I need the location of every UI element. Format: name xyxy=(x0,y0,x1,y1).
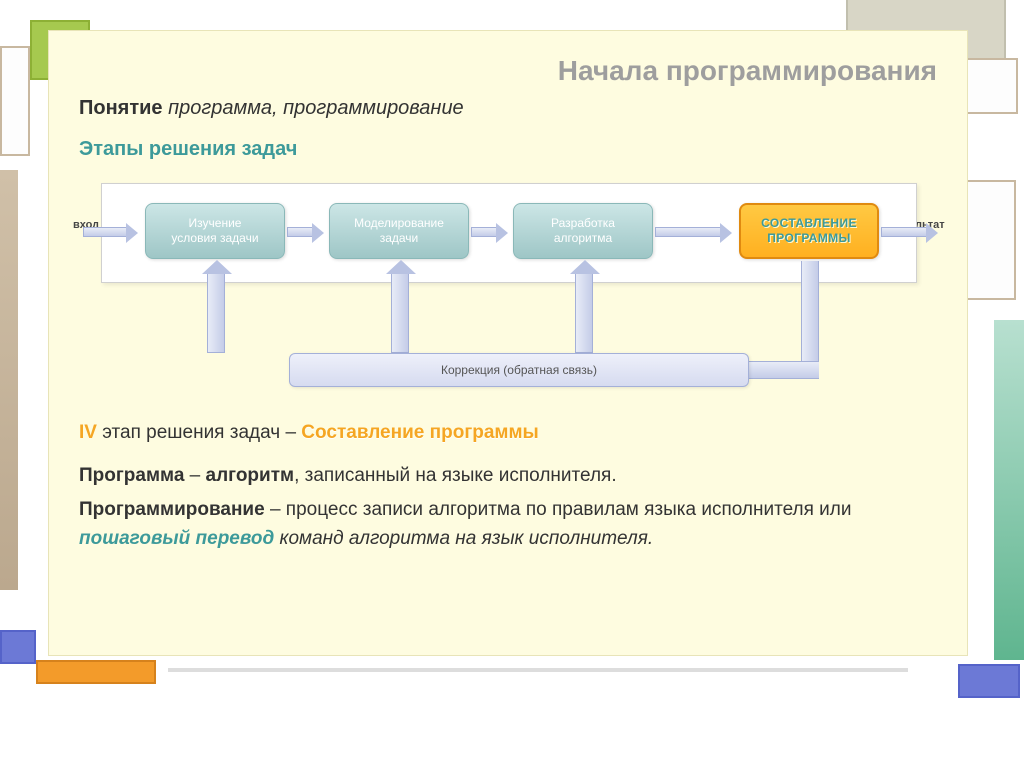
deco-rect xyxy=(36,660,156,684)
subtitle-italic: программирование xyxy=(283,97,464,119)
deco-rect xyxy=(168,668,908,672)
deco-rect xyxy=(958,664,1020,698)
feedback-box: Коррекция (обратная связь) xyxy=(289,353,749,387)
def-term: Программа xyxy=(79,465,184,486)
deco-rect xyxy=(0,170,18,590)
flow-node: СОСТАВЛЕНИЕ ПРОГРАММЫ xyxy=(739,203,879,259)
flow-arrow-up xyxy=(391,273,409,353)
flowchart: вход результат Изучение условия задачиМо… xyxy=(79,173,937,403)
subtitle-italic: программа xyxy=(168,97,272,119)
body-text: IV этап решения задач – Составление прог… xyxy=(79,419,937,553)
def-alg: алгоритм xyxy=(206,465,295,486)
def-rest: , записанный на языке исполнителя. xyxy=(294,465,617,486)
deco-rect xyxy=(962,58,1018,114)
def-rest: – процесс записи алгоритма по правилам я… xyxy=(265,499,852,520)
flow-connector-down xyxy=(801,261,819,361)
deco-rect xyxy=(0,630,36,664)
flow-connector-h xyxy=(749,361,819,379)
flow-node: Моделирование задачи xyxy=(329,203,469,259)
slide-panel: Начала программирования Понятие программ… xyxy=(48,30,968,656)
slide-title: Начала программирования xyxy=(79,55,937,87)
subtitle-bold: Понятие xyxy=(79,97,168,119)
flow-arrow-right xyxy=(881,227,927,237)
slide-subtitle: Понятие программа, программирование xyxy=(79,97,937,120)
flow-arrow-right xyxy=(655,227,721,237)
deco-rect xyxy=(962,180,1016,300)
flow-arrow-right xyxy=(287,227,313,237)
flow-arrow-right xyxy=(83,227,127,237)
stage-text: этап решения задач – xyxy=(97,422,301,443)
subtitle-sep: , xyxy=(272,97,283,119)
flow-node: Разработка алгоритма xyxy=(513,203,653,259)
def-rest: команд алгоритма на язык исполнителя. xyxy=(274,528,653,549)
def-term: Программирование xyxy=(79,499,265,520)
flow-arrow-up xyxy=(575,273,593,353)
stage-roman: IV xyxy=(79,422,97,443)
flow-node: Изучение условия задачи xyxy=(145,203,285,259)
deco-rect xyxy=(0,46,30,156)
flow-arrow-up xyxy=(207,273,225,353)
deco-rect xyxy=(994,320,1024,660)
def-dash: – xyxy=(184,465,205,486)
def-em: пошаговый перевод xyxy=(79,528,274,549)
section-heading: Этапы решения задач xyxy=(79,138,937,161)
flow-arrow-right xyxy=(471,227,497,237)
stage-name: Составление программы xyxy=(301,422,538,443)
